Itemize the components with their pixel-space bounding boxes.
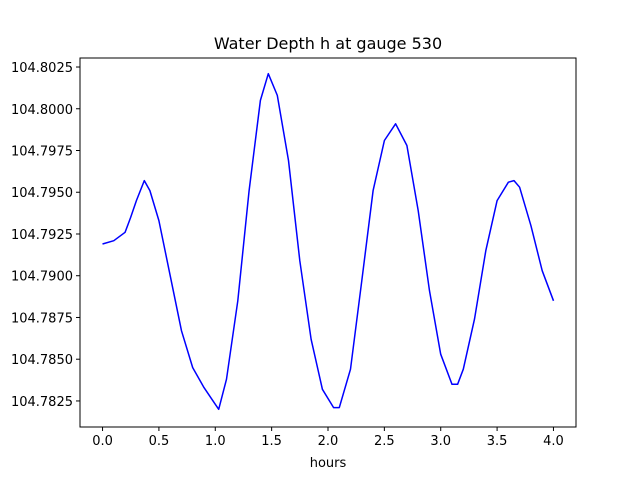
y-tick-label: 104.7850 — [11, 353, 73, 368]
y-tick-label: 104.7875 — [11, 311, 73, 326]
x-axis: 0.0 0.5 1.0 1.5 2.0 2.5 3.0 3.5 4.0 — [92, 427, 564, 449]
y-tick-label: 104.8000 — [11, 103, 73, 118]
y-tick-label: 104.7950 — [11, 186, 73, 201]
x-tick-label: 4.0 — [543, 434, 564, 449]
x-tick-label: 1.5 — [261, 434, 282, 449]
x-tick-label: 1.0 — [205, 434, 226, 449]
x-tick-label: 3.5 — [487, 434, 508, 449]
y-tick-label: 104.7925 — [11, 228, 73, 243]
y-axis: 104.7825 104.7850 104.7875 104.7900 104.7925… — [11, 61, 80, 410]
y-tick-label: 104.7825 — [11, 395, 73, 410]
y-tick-label: 104.7975 — [11, 145, 73, 160]
x-tick-label: 0.0 — [92, 434, 113, 449]
x-tick-label: 2.5 — [374, 434, 395, 449]
axes-frame — [79, 57, 577, 428]
y-tick-label: 104.8025 — [11, 61, 73, 76]
y-tick-label: 104.7900 — [11, 270, 73, 285]
x-tick-label: 0.5 — [149, 434, 170, 449]
chart-title: Water Depth h at gauge 530 — [214, 34, 442, 53]
series-line — [102, 72, 555, 411]
x-tick-label: 3.0 — [430, 434, 451, 449]
x-tick-label: 2.0 — [318, 434, 339, 449]
x-axis-label: hours — [310, 456, 347, 471]
